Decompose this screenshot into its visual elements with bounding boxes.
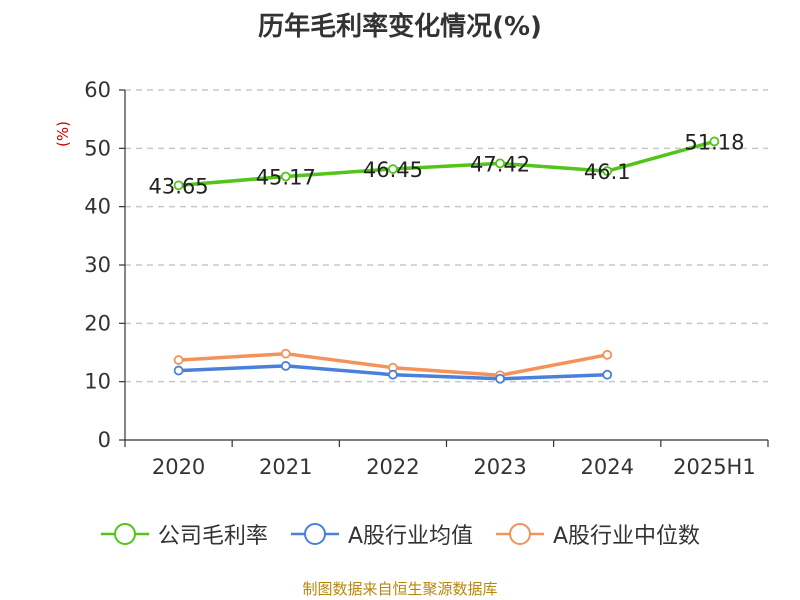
legend: 公司毛利率 A股行业均值 A股行业中位数	[0, 518, 800, 550]
data-point	[602, 349, 613, 360]
legend-label: A股行业中位数	[553, 524, 701, 549]
y-tick-label: 30	[84, 253, 111, 277]
data-label: 46.45	[363, 158, 423, 182]
series-line-0	[178, 139, 715, 188]
legend-circle	[303, 523, 326, 545]
x-tick-label: 2023	[473, 455, 526, 479]
y-tick-label: 60	[84, 78, 111, 102]
legend-circle	[509, 523, 531, 545]
x-tick-label: 2020	[152, 455, 205, 479]
grid-lines	[125, 89, 768, 383]
data-point	[280, 171, 291, 182]
data-point	[602, 166, 613, 176]
data-label: 47.42	[470, 152, 530, 176]
data-label: 45.17	[256, 166, 316, 190]
legend-item-0[interactable]: 公司毛利率	[100, 518, 268, 550]
y-tick-label: 20	[84, 311, 111, 335]
data-point	[173, 365, 184, 376]
data-source-note: 制图数据来自恒生聚源数据库	[302, 580, 498, 598]
y-tick-label: 10	[84, 370, 111, 394]
data-label: 51.18	[684, 130, 744, 154]
data-labels: 43.65 45.17 46.45 47.42 46.1 51.18	[149, 130, 745, 198]
y-tick-label: 50	[84, 136, 111, 160]
data-label: 43.65	[149, 174, 209, 198]
legend-marker-icon	[290, 523, 339, 545]
data-point	[280, 348, 291, 359]
x-tick-label: 2022	[366, 455, 419, 479]
series-layer	[173, 136, 720, 384]
data-label: 46.1	[584, 160, 631, 184]
data-point	[173, 180, 184, 191]
data-point	[388, 164, 398, 174]
legend-label: A股行业均值	[347, 524, 473, 549]
legend-label: 公司毛利率	[157, 524, 268, 549]
data-point	[173, 355, 184, 365]
legend-marker-icon	[496, 523, 544, 545]
data-point	[280, 361, 291, 371]
legend-marker-icon	[100, 523, 149, 545]
legend-item-2[interactable]: A股行业中位数	[495, 518, 700, 550]
legend-circle	[113, 523, 136, 545]
axes: 0 10 20 30 40 50 60 2020 2021 2022 2023 2024 2025H1	[84, 78, 769, 479]
data-point	[495, 373, 505, 384]
data-point	[495, 158, 505, 169]
y-tick-label: 40	[84, 195, 111, 219]
data-point	[602, 369, 613, 380]
data-point	[709, 136, 720, 147]
legend-item-1[interactable]: A股行业均值	[290, 518, 473, 550]
x-tick-label: 2025H1	[673, 455, 756, 479]
data-point	[388, 369, 398, 380]
chart-title: 历年毛利率变化情况(%)	[258, 12, 542, 42]
x-tick-label: 2024	[581, 455, 634, 479]
x-tick-label: 2021	[259, 455, 312, 479]
y-tick-label: 0	[98, 428, 111, 452]
